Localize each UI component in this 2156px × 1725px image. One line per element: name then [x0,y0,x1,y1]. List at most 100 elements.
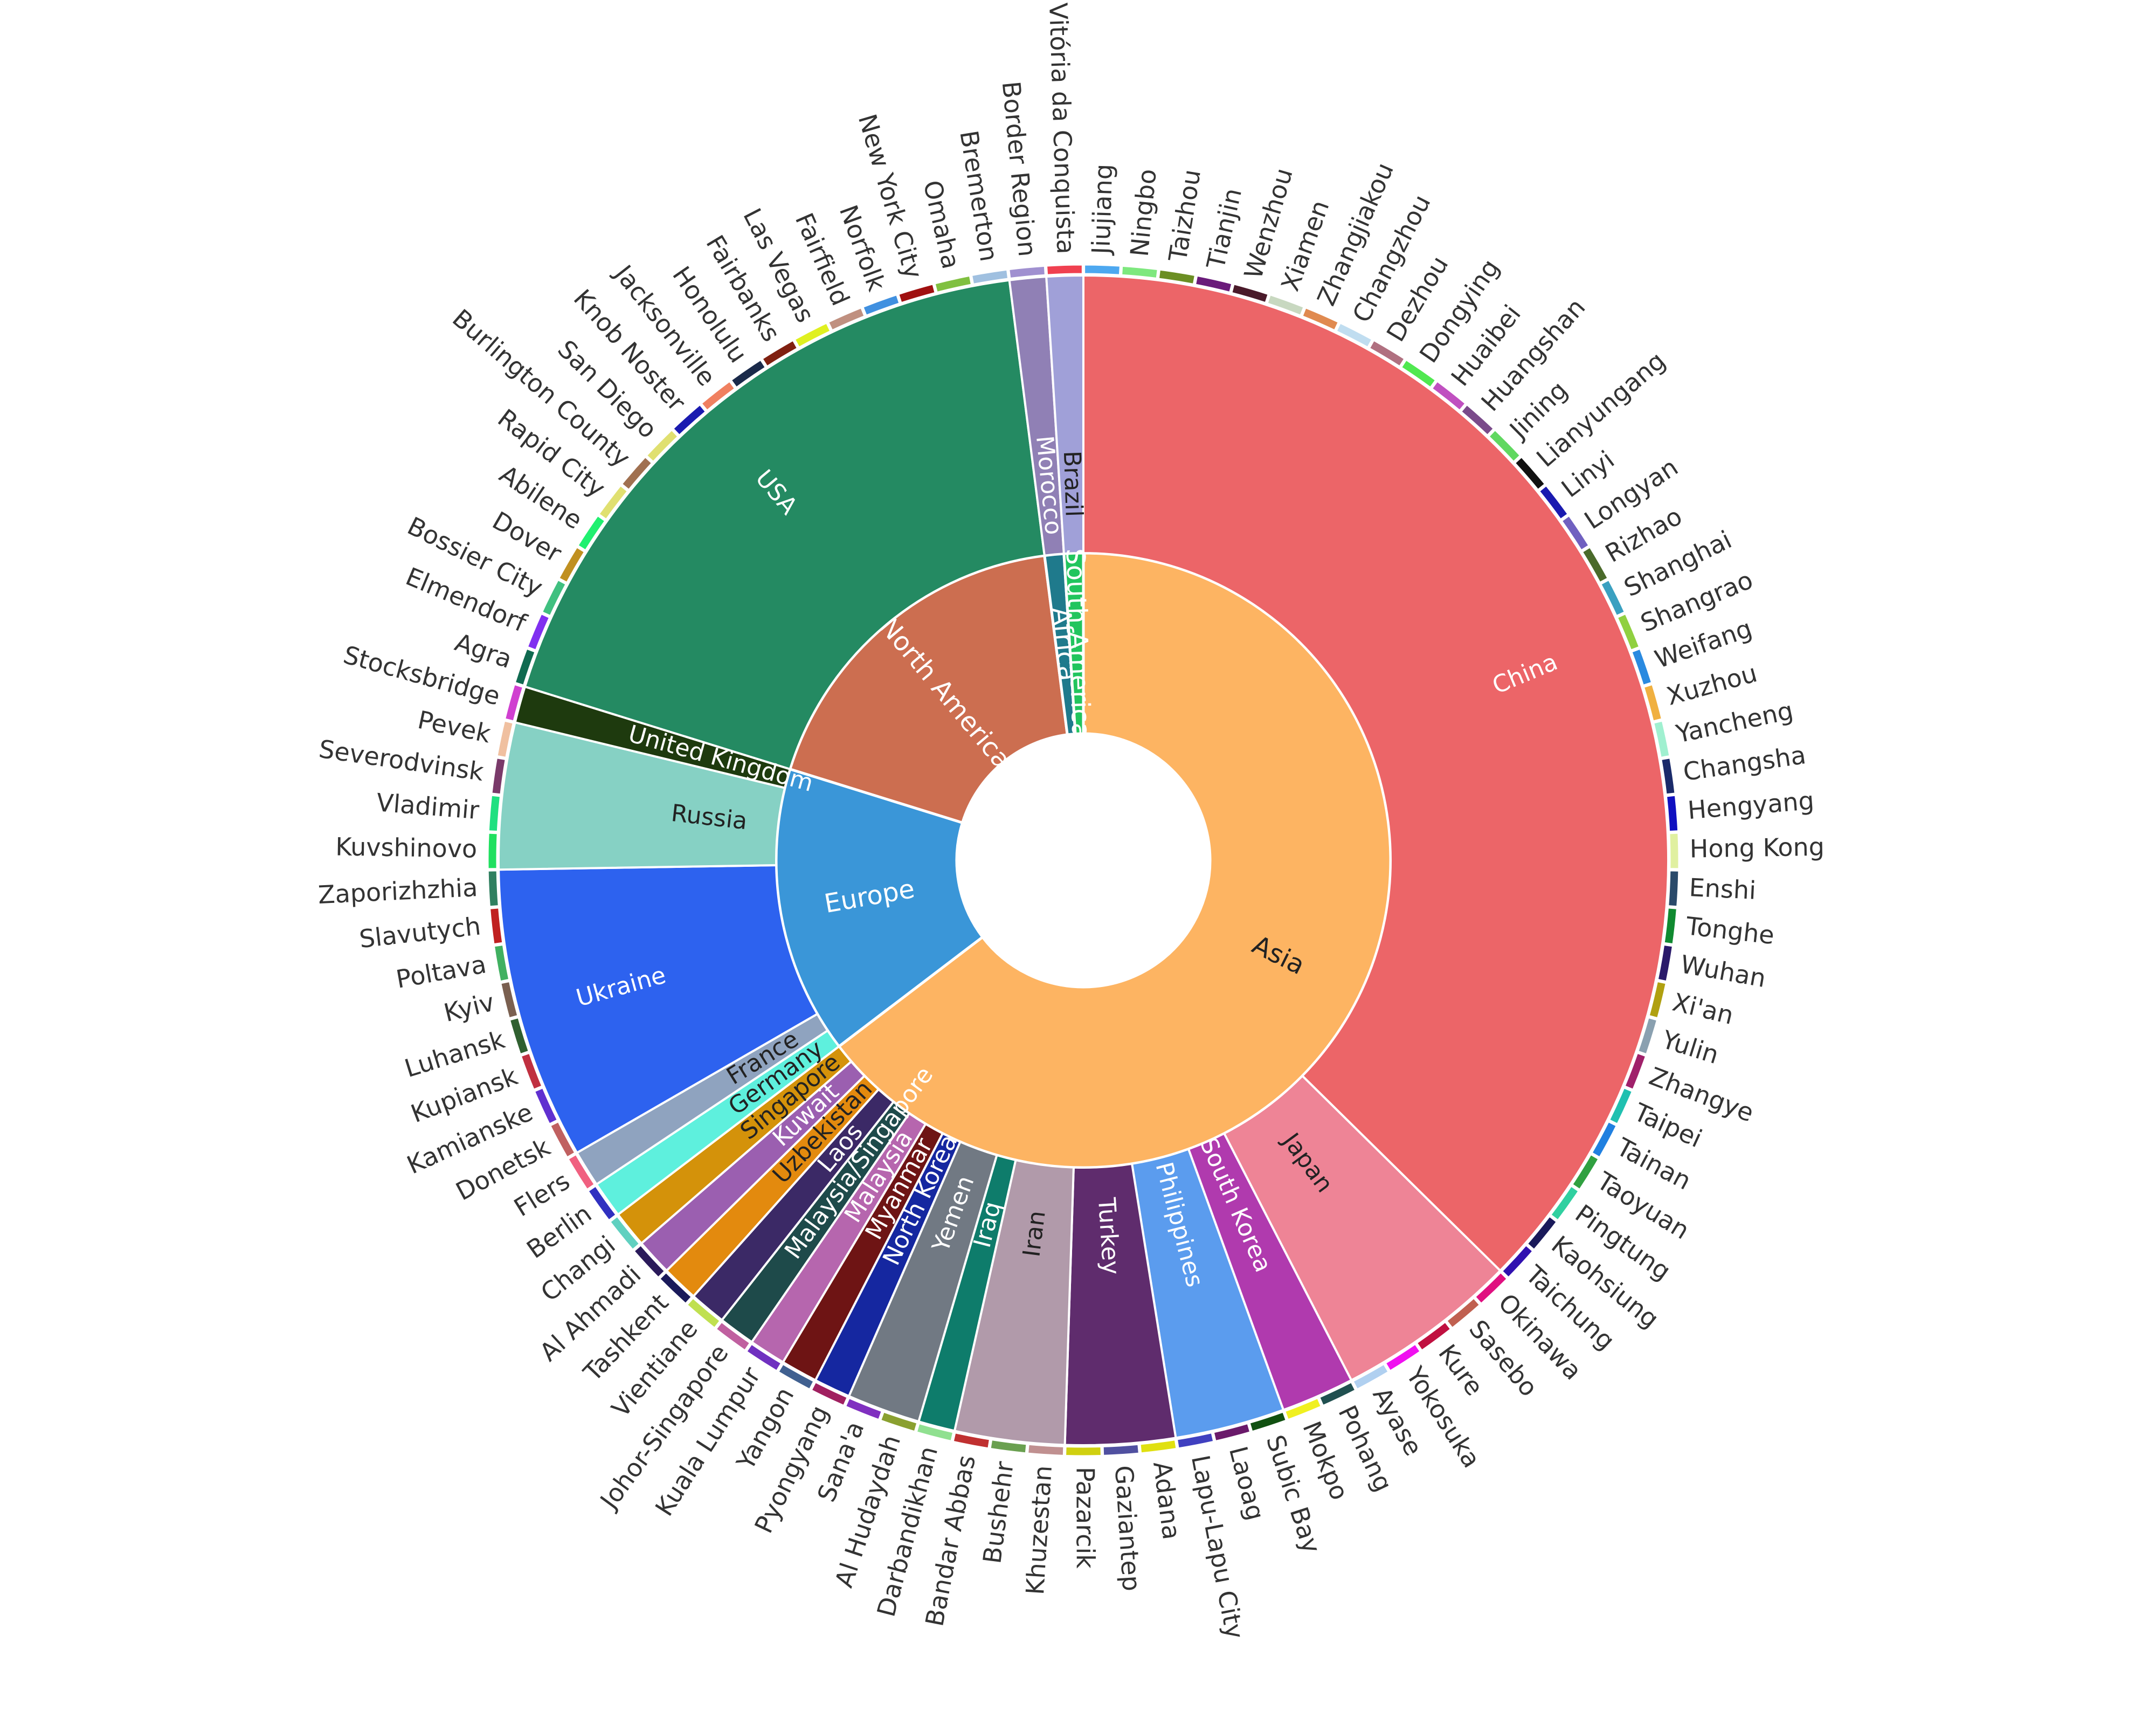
city-segment-subic-bay[interactable] [1248,1411,1288,1433]
city-segment-huangshan[interactable] [1460,403,1495,437]
city-segment-hengyang[interactable] [1665,794,1680,833]
city-segment-berlin[interactable] [586,1184,618,1222]
country-segment-china[interactable] [1082,274,1669,1272]
city-segment-taichung[interactable] [1501,1244,1535,1279]
city-segment-stocksbridge[interactable] [503,683,524,722]
city-segment-rapid-city[interactable] [597,484,629,521]
city-segment-sana-a[interactable] [844,1397,883,1421]
city-segment-lapu-lapu-city[interactable] [1176,1431,1215,1450]
city-segment-ayase[interactable] [1351,1363,1390,1391]
city-segment-sasebo[interactable] [1445,1296,1481,1329]
city-segment-yulin[interactable] [1636,1016,1659,1055]
city-segment-johor-singapore[interactable] [715,1321,751,1352]
city-segment-changi[interactable] [609,1215,641,1251]
city-segment-yangon[interactable] [777,1363,816,1391]
city-segment-taoyuan[interactable] [1571,1153,1600,1191]
city-segment-slavutych[interactable] [488,907,504,946]
city-segment-las-vegas[interactable] [793,321,832,349]
city-segment-fairbanks[interactable] [761,339,799,368]
city-segment-kure[interactable] [1415,1321,1452,1352]
city-segment-bandar-abbas[interactable] [952,1431,991,1450]
city-segment-enshi[interactable] [1667,870,1680,908]
country-segment-usa[interactable] [523,279,1046,771]
city-segment-tainan[interactable] [1591,1120,1618,1159]
city-segment-tonghe[interactable] [1663,907,1678,946]
city-segment-zhangjiakou[interactable] [1301,306,1340,332]
city-segment-jining[interactable] [1487,429,1522,463]
city-segment-omaha[interactable] [934,274,973,294]
city-segment-huaibei[interactable] [1431,380,1467,412]
city-segment-kyiv[interactable] [499,980,519,1019]
city-segment-gaziantep[interactable] [1102,1443,1141,1457]
city-segment-kupiansk[interactable] [520,1052,543,1091]
city-segment-severodvinsk[interactable] [490,757,507,796]
city-segment-elmendorf[interactable] [526,612,551,652]
city-segment-linyi[interactable] [1538,484,1570,521]
city-segment-pohang[interactable] [1318,1381,1357,1407]
city-segment-vladimir[interactable] [487,794,502,833]
city-segment-ningbo[interactable] [1121,265,1159,280]
country-segment-brazil[interactable] [1045,274,1084,555]
city-segment-border-region[interactable] [1008,265,1046,280]
city-segment-bushehr[interactable] [989,1438,1028,1454]
city-segment-kuala-lumpur[interactable] [745,1342,783,1372]
city-segment-xuzhou[interactable] [1642,683,1663,722]
city-segment-flers[interactable] [566,1153,596,1191]
city-segment-fairfield[interactable] [827,306,866,332]
city-segment-okinawa[interactable] [1474,1271,1509,1305]
city-segment-taizhou[interactable] [1157,268,1197,286]
city-segment-luhansk[interactable] [508,1016,530,1055]
city-segment-bossier-city[interactable] [541,578,568,617]
city-segment-dezhou[interactable] [1368,339,1406,368]
city-segment-shanghai[interactable] [1599,578,1626,617]
city-segment-pingtung[interactable] [1549,1184,1580,1222]
city-segment-shangrao[interactable] [1616,612,1641,652]
city-segment-zhangye[interactable] [1623,1052,1647,1091]
city-segment-pazarcik[interactable] [1065,1445,1102,1457]
city-segment-mokpo[interactable] [1283,1397,1323,1421]
city-segment-bremerton[interactable] [970,268,1010,286]
city-segment-weifang[interactable] [1630,647,1653,687]
city-segment-lianyungang[interactable] [1514,456,1546,491]
city-segment-wenzhou[interactable] [1231,283,1270,304]
city-segment-norfolk[interactable] [861,293,901,317]
city-segment-al-hudaydah[interactable] [879,1411,918,1433]
city-segment-agra[interactable] [514,647,537,687]
city-segment-laoag[interactable] [1212,1422,1252,1443]
city-segment-jiujiang[interactable] [1083,264,1122,276]
city-segment-yokosuka[interactable] [1384,1342,1422,1372]
city-segment-wuhan[interactable] [1656,943,1674,983]
city-segment-san-diego[interactable] [645,429,680,463]
city-segment-kamianske[interactable] [533,1086,559,1126]
city-segment-changsha[interactable] [1660,757,1676,796]
city-segment-xi-an[interactable] [1648,980,1668,1019]
city-segment-kuvshinovo[interactable] [487,832,499,870]
city-segment-knob-noster[interactable] [672,403,707,437]
city-segment-vientiane[interactable] [686,1296,722,1329]
city-segment-longyan[interactable] [1560,514,1591,552]
city-segment-vit-ria-da-conquista[interactable] [1045,264,1083,276]
city-segment-tianjin[interactable] [1194,274,1233,294]
city-segment-new-york-city[interactable] [897,283,936,304]
city-segment-taipei[interactable] [1608,1086,1634,1126]
city-segment-zaporizhzhia[interactable] [487,870,500,908]
city-segment-jacksonville[interactable] [700,380,736,412]
city-segment-xiamen[interactable] [1266,293,1305,317]
city-segment-darbandikhan[interactable] [915,1422,955,1443]
city-segment-burlington-county[interactable] [620,456,653,491]
city-segment-al-ahmadi[interactable] [632,1244,666,1279]
city-segment-hong-kong[interactable] [1668,832,1680,870]
city-segment-abilene[interactable] [576,514,606,552]
city-segment-pevek[interactable] [496,720,515,759]
city-segment-poltava[interactable] [493,943,510,983]
city-segment-changzhou[interactable] [1335,321,1373,349]
city-segment-dover[interactable] [557,546,586,584]
city-segment-tashkent[interactable] [658,1271,693,1305]
city-segment-dongying[interactable] [1400,358,1437,389]
city-segment-pyongyang[interactable] [810,1381,849,1407]
city-segment-honolulu[interactable] [730,358,767,389]
city-segment-adana[interactable] [1139,1438,1178,1454]
city-segment-yancheng[interactable] [1652,720,1671,759]
city-segment-donetsk[interactable] [549,1120,576,1159]
city-segment-khuzestan[interactable] [1026,1443,1065,1457]
